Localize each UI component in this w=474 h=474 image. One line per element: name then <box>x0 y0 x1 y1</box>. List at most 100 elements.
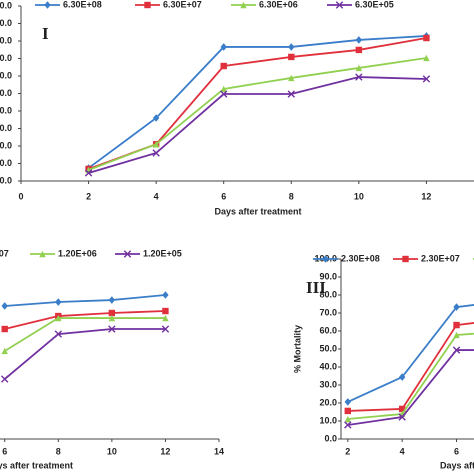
marker <box>1 375 9 383</box>
y-tick-label: 50.0 <box>319 343 337 353</box>
series-line <box>347 304 474 403</box>
x-tick-label: 14 <box>214 446 224 456</box>
y-tick-label: 0.0 <box>324 433 337 443</box>
x-tick-label: 6 <box>454 446 459 456</box>
y-tick-label: 0.0 <box>0 175 12 185</box>
y-tick-label: 60.0 <box>319 325 337 335</box>
x-tick-label: 8 <box>56 446 61 456</box>
legend-label: 6.30E+05 <box>355 0 394 9</box>
marker <box>398 373 406 381</box>
marker <box>344 407 351 415</box>
marker <box>402 255 409 263</box>
series-line <box>4 328 166 380</box>
marker <box>288 43 295 51</box>
marker <box>240 1 247 9</box>
marker <box>162 307 169 315</box>
legend-label: 2.30E+07 <box>421 253 460 263</box>
x-tick-label: 2 <box>86 191 91 201</box>
legend-label: 1.20E+05 <box>143 248 182 258</box>
y-tick-label: 80.0 <box>319 289 337 299</box>
marker <box>54 330 62 338</box>
x-tick-label: 2 <box>345 446 350 456</box>
y-tick-label: 10.0 <box>319 415 337 425</box>
series-line <box>4 317 166 352</box>
marker <box>152 149 160 157</box>
x-tick-label: 8 <box>289 191 294 201</box>
panel-label: I <box>42 24 49 43</box>
marker <box>287 90 295 98</box>
legend-label: 1.20E+06 <box>58 248 97 258</box>
x-tick-label: 10 <box>107 446 117 456</box>
x-tick-label: 10 <box>354 191 364 201</box>
y-tick-label: 30.0 <box>319 379 337 389</box>
marker <box>162 314 169 322</box>
marker <box>453 331 460 339</box>
marker <box>398 405 406 413</box>
legend-label: 2.30E+08 <box>341 253 380 263</box>
marker <box>84 169 93 177</box>
x-tick-label: 12 <box>160 446 170 456</box>
marker <box>452 346 461 354</box>
series-line <box>4 294 166 307</box>
legend-label: 6.30E+06 <box>259 0 298 9</box>
marker <box>288 74 295 82</box>
series-line <box>4 310 166 330</box>
marker <box>44 1 51 9</box>
y-tick-label: 10.0 <box>0 158 12 168</box>
marker <box>220 85 227 93</box>
legend-label: 6.30E+08 <box>63 0 102 9</box>
series-line <box>347 332 474 420</box>
marker <box>355 46 363 54</box>
panel-label: III <box>306 278 326 297</box>
y-axis-label: % Mortality <box>292 325 302 373</box>
marker <box>123 250 132 258</box>
marker <box>1 302 8 310</box>
y-tick-label: 50.0 <box>0 88 12 98</box>
y-tick-label: 40.0 <box>319 361 337 371</box>
marker <box>423 34 430 42</box>
marker <box>453 321 460 329</box>
marker <box>288 53 295 61</box>
y-tick-label: 80.0 <box>0 35 12 45</box>
marker <box>220 62 227 70</box>
marker <box>322 255 329 263</box>
series-line <box>88 76 427 174</box>
x-tick-label: 6 <box>221 191 226 201</box>
series-line <box>347 349 474 426</box>
x-tick-label: 12 <box>421 191 431 201</box>
series-line <box>347 322 474 412</box>
x-axis-label: Days after treatment <box>214 206 301 216</box>
marker <box>1 347 8 355</box>
legend-label: 1.20E+07 <box>0 248 9 258</box>
marker <box>161 325 170 333</box>
y-tick-label: 20.0 <box>0 140 12 150</box>
marker <box>162 291 169 299</box>
x-tick-label: 4 <box>400 446 405 456</box>
marker <box>220 43 227 51</box>
marker <box>398 413 406 421</box>
marker <box>355 73 363 81</box>
y-tick-label: 20.0 <box>319 397 337 407</box>
series-line <box>88 57 427 171</box>
marker <box>152 114 160 122</box>
x-axis-label: Days after treatment <box>440 460 474 470</box>
marker <box>423 54 430 62</box>
marker <box>39 250 46 258</box>
marker <box>344 398 351 406</box>
series-line <box>88 35 427 169</box>
marker <box>422 75 431 83</box>
marker <box>1 325 8 333</box>
y-tick-label: 60.0 <box>0 70 12 80</box>
y-tick-label: 30.0 <box>0 123 12 133</box>
marker <box>144 1 151 9</box>
legend-label: 6.30E+07 <box>163 0 202 9</box>
marker <box>108 314 116 322</box>
marker <box>335 1 344 9</box>
y-tick-label: 90.0 <box>0 18 12 28</box>
marker <box>344 421 352 429</box>
marker <box>220 90 228 98</box>
marker <box>108 325 116 333</box>
marker <box>108 296 116 304</box>
x-tick-label: 6 <box>2 446 7 456</box>
